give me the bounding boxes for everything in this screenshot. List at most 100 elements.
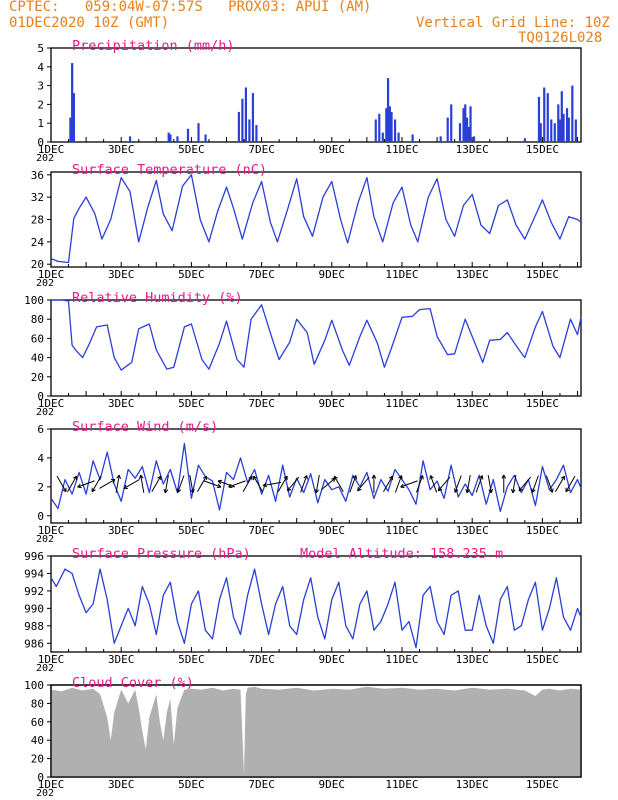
series-line-wind [50,442,582,513]
x-tick-label: 15DEC [526,397,559,410]
y-tick-label: 0 [37,771,44,784]
precip-bar [472,136,476,142]
x-tick-label: 13DEC [456,397,489,410]
wind-arrow [242,475,253,492]
wind-arrow [228,480,246,489]
wind-arrow [565,475,576,493]
wind-arrow [67,475,78,492]
x-tick-label: 13DEC [456,268,489,281]
precip-bar [546,93,549,142]
precip-bar [543,87,546,142]
panel-subtitle: Model Altitude: 158.235 m [300,546,503,562]
precip-bar [176,136,179,142]
precip-bar [411,134,414,142]
y-tick-label: 60 [31,716,44,729]
x-tick-label: 7DEC [248,653,275,666]
x-tick-label: 9DEC [319,143,346,156]
wind-arrow [203,480,222,489]
x-year-label: 202 [36,534,54,545]
panel-temperature: 20 24 28 32 36 1DEC 3DEC 5DEC 7DEC 9DEC 11DEC 13DEC… [31,162,582,289]
y-tick-label: 0 [37,510,44,523]
x-tick-label: 3DEC [108,524,135,537]
x-tick-label: 3DEC [108,268,135,281]
wind-arrow [196,475,207,492]
series-line-humidity [51,299,582,371]
precip-bar [537,96,541,142]
precip-bar [71,63,74,142]
precip-bar [550,119,553,142]
y-tick-label: 0 [37,136,44,149]
y-tick-label: 6 [37,423,44,436]
x-tick-label: 3DEC [108,778,135,791]
precip-bar [562,113,565,142]
y-tick-label: 100 [24,294,44,307]
wind-arrow [277,475,288,492]
y-tick-label: 986 [24,637,44,650]
wind-arrow [531,475,539,493]
precip-bar [386,78,390,142]
wind-arrow [475,475,484,493]
y-tick-label: 2 [37,98,44,111]
precip-bar [446,117,449,142]
panel-humidity: 0 20 40 60 80 100 1DEC 3DEC 5DEC 7DEC 9DEC 11DEC 13D… [24,290,582,418]
wind-arrow [115,474,122,493]
x-tick-label: 3DEC [108,653,135,666]
precip-bar [381,132,384,142]
precip-bar [374,119,377,142]
x-year-label: 202 [36,407,54,418]
precip-bar [69,117,72,142]
precip-bar [397,132,400,142]
x-tick-label: 7DEC [248,143,275,156]
precip-bar [450,104,453,142]
panel-precipitation: 0 1 2 3 4 5 1DEC 3DEC 5DEC 7DEC 9DEC 11DEC 13DEC 15DE… [36,38,582,164]
y-tick-label: 988 [24,620,44,633]
x-tick-label: 3DEC [108,397,135,410]
header-grid-line-info: Vertical Grid Line: 10Z [416,15,610,31]
x-tick-label: 5DEC [178,653,205,666]
precip-bar [255,125,258,142]
chart-header: CPTEC: 059:04W-07:57S PROX03: APUI (AM) … [0,0,618,48]
y-tick-label: 3 [37,80,44,93]
wind-arrow [253,475,264,492]
panel-pressure: 986 988 990 992 994 996 1DEC 3DEC 5DEC 7DEC 9DEC 11… [24,546,582,674]
wind-arrow [349,475,358,493]
precip-bar [167,132,170,142]
x-tick-label: 11DEC [385,143,418,156]
x-tick-label: 11DEC [385,397,418,410]
wind-arrow [314,475,320,494]
y-tick-label: 0 [37,390,44,403]
y-tick-label: 32 [31,191,44,204]
wind-arrow [453,475,462,493]
panel-cloud-cover: 0 20 40 60 80 100 1DEC 3DEC 5DEC 7DEC 9DEC 11DEC 13D… [24,675,582,799]
x-tick-label: 9DEC [319,268,346,281]
wind-arrow [163,475,169,494]
wind-arrow [383,475,393,492]
panel-title: Surface Pressure (hPa) [72,546,251,562]
precip-bar [462,108,465,142]
precip-bar [385,108,388,142]
wind-arrow [545,475,554,493]
y-tick-label: 1 [37,117,44,130]
wind-arrow [555,475,565,492]
y-tick-label: 80 [31,697,44,710]
precip-bar [467,126,470,142]
precip-bar [390,111,393,142]
y-tick-label: 20 [31,371,44,384]
precip-bar [237,111,240,142]
precip-bar [464,104,467,142]
x-tick-label: 13DEC [456,778,489,791]
y-tick-label: 994 [24,567,44,580]
panel-title: Surface Wind (m/s) [72,419,218,435]
precip-bar [571,85,574,142]
wind-arrow [400,480,418,489]
x-tick-label: 11DEC [385,778,418,791]
y-tick-label: 80 [31,313,44,326]
cloud-cover-area [51,686,581,777]
wind-arrow [415,475,424,493]
x-tick-label: 13DEC [456,524,489,537]
wind-arrow [518,476,532,492]
wind-arrow [333,475,344,492]
wind-arrow [99,478,116,489]
precip-bar [251,93,255,142]
wind-arrow [437,476,451,492]
